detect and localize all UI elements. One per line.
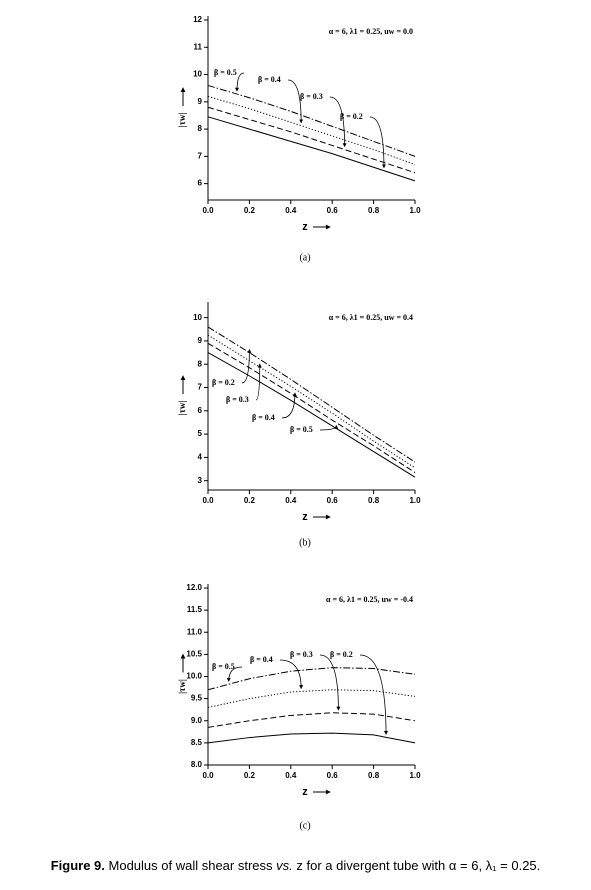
line (207, 342, 416, 473)
y-tick-label: 11.0 (187, 627, 203, 636)
label-arrow (234, 72, 245, 92)
series-label: β = 0.2 (212, 378, 235, 387)
x-tick-label: 1.0 (409, 771, 421, 780)
x-tick-label: 0.0 (202, 496, 214, 505)
label-arrow (319, 424, 339, 431)
y-tick-label: 12 (193, 15, 202, 24)
x-tick-label: 0.6 (327, 206, 339, 215)
label-arrow (241, 348, 252, 384)
line (207, 667, 416, 691)
y-tick-label: 5 (198, 429, 203, 438)
panel-label: (c) (299, 820, 310, 831)
y-tick-label: 10 (193, 70, 202, 79)
label-arrow (255, 363, 262, 401)
label-arrow (329, 96, 347, 148)
y-tick-label: 6 (198, 179, 203, 188)
annotation: α = 6, λ1 = 0.25, uw = 0.0 (329, 27, 413, 36)
y-tick-label: 10.5 (186, 649, 202, 658)
label-arrow (319, 654, 341, 711)
series-label: β = 0.4 (258, 75, 281, 84)
series-label: β = 0.5 (212, 662, 235, 671)
x-tick-label: 0.0 (202, 771, 214, 780)
y-tick-label: 9.0 (191, 716, 203, 725)
y-tick-label: 4 (198, 453, 203, 462)
line (207, 712, 416, 728)
series-label: β = 0.2 (330, 650, 353, 659)
label-arrow (359, 654, 389, 735)
x-axis-label: z (302, 786, 308, 798)
line (207, 116, 416, 182)
y-tick-label: 8 (198, 359, 203, 368)
caption-text: Modulus of wall shear stress (108, 858, 273, 873)
figure: 6 7 8 9 10 11 12 0.0 0.2 0.4 0.6 0.8 1.0 z |τw| α = 6, … (177, 15, 421, 831)
x-tick-label: 0.4 (285, 496, 297, 505)
x-tick-label: 0.2 (244, 206, 256, 215)
y-axis-label: |τw| (177, 113, 187, 128)
y-tick-label: 12.0 (186, 583, 202, 592)
x-tick-label: 1.0 (409, 206, 421, 215)
line (207, 95, 416, 166)
y-tick-label: 8 (198, 124, 203, 133)
x-tick-label: 0.6 (327, 771, 339, 780)
y-tick-label: 11.5 (187, 605, 203, 614)
caption-text: z for a divergent tube with α = 6, λ₁ = … (296, 858, 541, 873)
series-label: β = 0.4 (250, 655, 273, 664)
y-axis-label: |τw| (177, 679, 187, 694)
line (207, 106, 416, 174)
label-arrow (369, 116, 386, 169)
caption-label: Figure 9. (50, 858, 105, 873)
y-tick-label: 7 (198, 383, 203, 392)
x-tick-label: 0.8 (368, 496, 380, 505)
y-tick-label: 9.5 (191, 694, 203, 703)
caption-emphasis: vs. (276, 858, 293, 873)
y-tick-label: 7 (198, 151, 203, 160)
caption: Figure 9. Modulus of wall shear stress v… (0, 858, 591, 873)
y-tick-label: 11 (194, 42, 203, 51)
panel-label: (a) (299, 252, 310, 263)
series-label: β = 0.3 (300, 92, 323, 101)
panel-label: (b) (299, 537, 311, 548)
y-tick-label: 6 (198, 406, 203, 415)
x-tick-label: 0.6 (327, 496, 339, 505)
series-label: β = 0.2 (340, 112, 363, 121)
y-tick-label: 9 (198, 97, 203, 106)
x-tick-label: 0.2 (244, 496, 256, 505)
y-tick-label: 8.5 (191, 738, 203, 747)
x-tick-label: 0.8 (368, 206, 380, 215)
label-arrow (287, 79, 304, 124)
y-tick-label: 3 (198, 476, 203, 485)
y-axis-label: |τw| (177, 401, 187, 416)
x-tick-label: 0.4 (285, 771, 297, 780)
y-tick-label: 9 (198, 336, 203, 345)
series-label: β = 0.3 (226, 395, 249, 404)
series-label: β = 0.4 (252, 413, 275, 422)
line (207, 326, 416, 463)
line (207, 352, 416, 478)
annotation: α = 6, λ1 = 0.25, uw = 0.4 (329, 313, 413, 322)
x-axis-label: z (302, 511, 308, 523)
x-tick-label: 1.0 (409, 496, 421, 505)
x-tick-label: 0.2 (244, 771, 256, 780)
label-arrow (281, 392, 297, 419)
label-arrow (226, 666, 243, 682)
series-label: β = 0.3 (290, 650, 313, 659)
y-tick-label: 8.0 (191, 760, 203, 769)
x-tick-label: 0.8 (368, 771, 380, 780)
line (207, 689, 416, 708)
line (207, 334, 416, 469)
label-arrow (279, 659, 304, 690)
y-tick-label: 10.0 (186, 672, 202, 681)
line (207, 732, 416, 744)
x-axis-label: z (302, 221, 308, 233)
x-tick-label: 0.4 (285, 206, 297, 215)
annotation: α = 6, λ1 = 0.25, uw = -0.4 (326, 595, 413, 604)
series-label: β = 0.5 (214, 68, 237, 77)
y-tick-label: 10 (193, 313, 202, 322)
x-tick-label: 0.0 (202, 206, 214, 215)
series-label: β = 0.5 (290, 425, 313, 434)
